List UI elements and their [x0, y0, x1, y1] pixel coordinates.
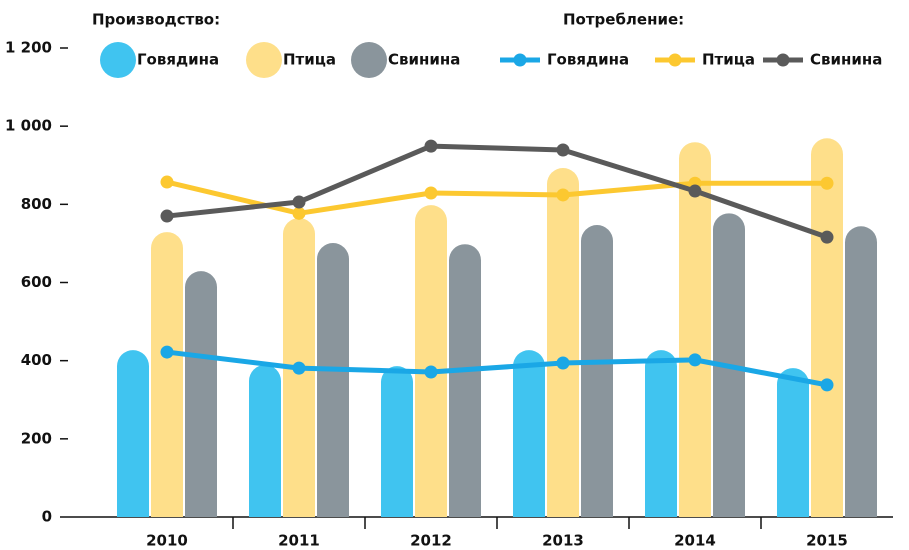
y-tick-label: 1 000: [5, 117, 52, 135]
x-tick-label: 2012: [410, 532, 452, 550]
bar: [777, 368, 809, 517]
line-marker: [688, 184, 702, 198]
legend-label: Говядина: [547, 51, 629, 69]
legend-swatch: [100, 42, 136, 78]
bar: [645, 350, 677, 517]
x-tick-label: 2010: [146, 532, 188, 550]
line-marker: [292, 361, 306, 375]
bar: [581, 225, 613, 518]
x-tick-label: 2015: [806, 532, 848, 550]
y-tick-label: 1 200: [5, 39, 52, 57]
line-marker: [820, 176, 834, 190]
y-tick-label: 0: [42, 508, 52, 526]
y-tick-label: 800: [21, 195, 52, 213]
bar: [415, 205, 447, 518]
bar: [381, 366, 413, 517]
bar: [679, 142, 711, 517]
legend-label: Свинина: [388, 51, 460, 69]
legend-swatch: [668, 53, 682, 67]
line-marker: [424, 186, 438, 200]
line-marker: [556, 188, 570, 202]
line-marker: [424, 139, 438, 153]
legend-label: Птица: [283, 51, 336, 69]
bar: [811, 138, 843, 517]
bar: [547, 167, 579, 517]
legend-label: Говядина: [137, 51, 219, 69]
legend-title: Производство:: [92, 11, 220, 29]
legend-label: Свинина: [810, 51, 882, 69]
line-marker: [820, 230, 834, 244]
line: [166, 349, 828, 388]
legend-swatch: [351, 42, 387, 78]
x-tick-label: 2011: [278, 532, 320, 550]
bar: [151, 232, 183, 517]
legend-swatch: [776, 53, 790, 67]
line-marker: [820, 378, 834, 392]
line: [166, 143, 828, 240]
line-marker: [556, 356, 570, 370]
x-tick-label: 2013: [542, 532, 584, 550]
bar: [249, 364, 281, 517]
line-marker: [424, 365, 438, 379]
bar: [317, 243, 349, 517]
line-marker: [160, 345, 174, 359]
line-marker: [160, 175, 174, 189]
bar: [185, 271, 217, 517]
bar: [845, 226, 877, 517]
legend-title: Потребление:: [563, 11, 684, 29]
y-tick-label: 200: [21, 429, 52, 447]
line-marker: [292, 195, 306, 209]
line-marker: [160, 209, 174, 223]
legend-swatch: [513, 53, 527, 67]
line: [166, 179, 827, 216]
y-tick-label: 600: [21, 273, 52, 291]
bar: [449, 244, 481, 517]
x-tick-label: 2014: [674, 532, 716, 550]
line-marker: [556, 143, 570, 157]
legend-label: Птица: [702, 51, 755, 69]
bar: [117, 350, 149, 517]
line-marker: [292, 206, 306, 220]
bar: [513, 350, 545, 517]
line-marker: [688, 353, 702, 367]
legend-swatch: [246, 42, 282, 78]
y-tick-label: 400: [21, 351, 52, 369]
